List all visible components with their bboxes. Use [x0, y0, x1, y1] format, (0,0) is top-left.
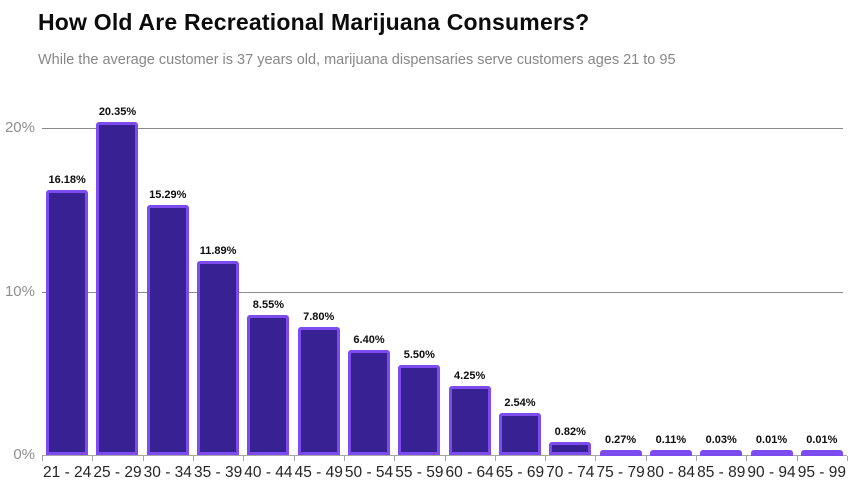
x-axis-tick	[595, 456, 597, 461]
x-axis-category-label: 40 - 44	[244, 464, 293, 481]
x-axis-category-label: 75 - 79	[596, 464, 645, 481]
bar-85-89	[700, 450, 743, 456]
y-axis-label-0%: 0%	[13, 446, 35, 463]
bar-65-69	[498, 413, 541, 455]
x-axis-category-label: 55 - 59	[395, 464, 444, 481]
bar-21-24	[46, 190, 89, 455]
x-axis-category-label: 45 - 49	[294, 464, 343, 481]
x-axis-tick	[847, 456, 848, 461]
bar-45-49	[297, 327, 340, 455]
x-axis-category-label: 60 - 64	[445, 464, 494, 481]
x-axis-category-label: 21 - 24	[43, 464, 92, 481]
x-axis-category-label: 35 - 39	[193, 464, 243, 481]
bar-80-84	[649, 450, 692, 456]
y-axis-label-10%: 10%	[4, 282, 35, 300]
bar-30-34	[146, 205, 189, 455]
bar-75-79	[599, 450, 642, 456]
bar-value-label: 11.89%	[199, 244, 237, 257]
x-axis-line	[42, 455, 847, 456]
bar-value-label: 0.11%	[655, 434, 687, 446]
bar-40-44	[247, 315, 290, 455]
bar-value-label: 15.29%	[149, 189, 187, 201]
gridline-10%	[42, 291, 843, 293]
bar-95-99	[800, 450, 843, 456]
x-axis-category-label: 95 - 99	[797, 464, 846, 481]
x-axis-tick	[343, 456, 345, 461]
x-axis-category-label: 50 - 54	[344, 464, 394, 481]
x-axis-category-label: 70 - 74	[546, 464, 595, 481]
bar-value-label: 0.27%	[604, 434, 637, 446]
x-axis-tick	[746, 456, 748, 461]
y-axis-label-20%: 20%	[4, 119, 35, 136]
x-axis-tick	[293, 456, 295, 461]
x-axis-tick	[394, 456, 396, 461]
x-axis-category-label: 65 - 69	[495, 464, 545, 481]
bar-35-39	[197, 260, 240, 455]
bar-70-74	[549, 441, 592, 455]
bar-value-label: 0.01%	[755, 434, 788, 446]
x-axis-category-label: 30 - 34	[143, 464, 192, 481]
bar-90-94	[750, 450, 793, 456]
x-axis-category-label: 25 - 29	[93, 464, 142, 481]
bar-value-label: 6.40%	[353, 334, 385, 347]
x-axis-tick	[444, 456, 446, 461]
bar-value-label: 0.82%	[554, 425, 586, 438]
bar-value-label: 0.01%	[806, 434, 838, 446]
bar-value-label: 8.55%	[252, 299, 284, 312]
bar-50-54	[348, 350, 391, 455]
bar-value-label: 4.25%	[454, 369, 486, 382]
x-axis-tick	[494, 456, 496, 461]
bar-value-label: 2.54%	[504, 397, 536, 410]
x-axis-tick	[645, 456, 647, 461]
x-axis-category-label: 80 - 84	[646, 464, 696, 481]
gridline-20%	[42, 128, 843, 129]
chart-title: How Old Are Recreational Marijuana Consu…	[38, 9, 590, 35]
x-axis-tick	[42, 456, 43, 461]
bar-value-label: 20.35%	[98, 106, 137, 119]
bar-60-64	[448, 385, 491, 455]
bar-value-label: 16.18%	[48, 174, 86, 187]
x-axis-tick	[243, 456, 245, 461]
x-axis-tick	[545, 456, 547, 461]
x-axis-tick	[696, 456, 698, 461]
x-axis-tick	[192, 456, 194, 461]
bar-55-59	[398, 365, 441, 455]
x-axis-category-label: 90 - 94	[747, 464, 796, 481]
bar-value-label: 7.80%	[303, 311, 335, 324]
bar-value-label: 5.50%	[403, 349, 435, 362]
x-axis-tick	[92, 456, 94, 461]
x-axis-tick	[796, 456, 798, 461]
x-axis-tick	[142, 456, 144, 461]
chart-subtitle: While the average customer is 37 years o…	[38, 52, 676, 68]
bar-25-29	[96, 122, 139, 455]
x-axis-category-label: 85 - 89	[697, 464, 746, 481]
bar-value-label: 0.03%	[705, 434, 737, 446]
